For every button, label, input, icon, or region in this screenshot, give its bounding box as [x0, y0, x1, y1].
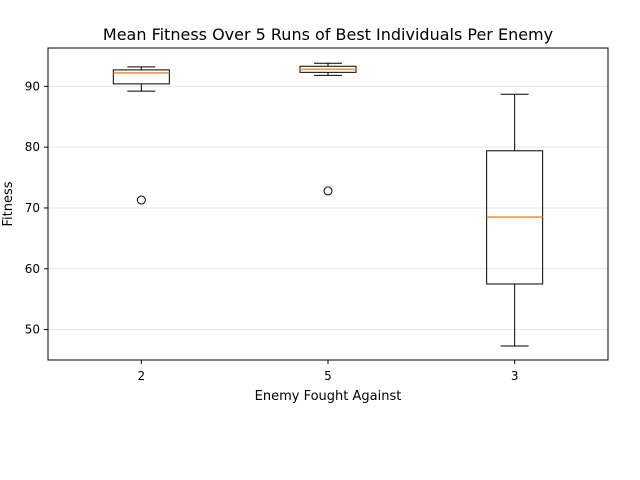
box-iqr: [112, 69, 170, 85]
y-axis-label: Fitness: [1, 181, 16, 226]
x-tick-label: 3: [511, 369, 519, 383]
y-tick-label: 50: [25, 323, 40, 337]
outlier-point: [136, 195, 146, 205]
x-axis-label: Enemy Fought Against: [255, 389, 402, 404]
box-plot-5: [299, 62, 357, 196]
y-tick-label: 70: [25, 201, 40, 215]
x-tick-label: 5: [324, 369, 332, 383]
y-tick-label: 80: [25, 140, 40, 154]
y-axis-ticks: 50 60 70 80 90: [25, 79, 48, 337]
grid-lines: [48, 85, 608, 331]
box-series: [112, 62, 544, 347]
box-plot-2: [112, 66, 170, 205]
x-tick-label: 2: [138, 369, 146, 383]
y-tick-label: 60: [25, 262, 40, 276]
outlier-point: [323, 186, 333, 196]
box-plot-3: [486, 93, 544, 347]
chart-title: Mean Fitness Over 5 Runs of Best Individ…: [103, 25, 553, 44]
y-tick-label: 90: [25, 79, 40, 93]
plot-frame: [47, 47, 609, 361]
x-axis-ticks: 2 5 3: [138, 360, 519, 383]
